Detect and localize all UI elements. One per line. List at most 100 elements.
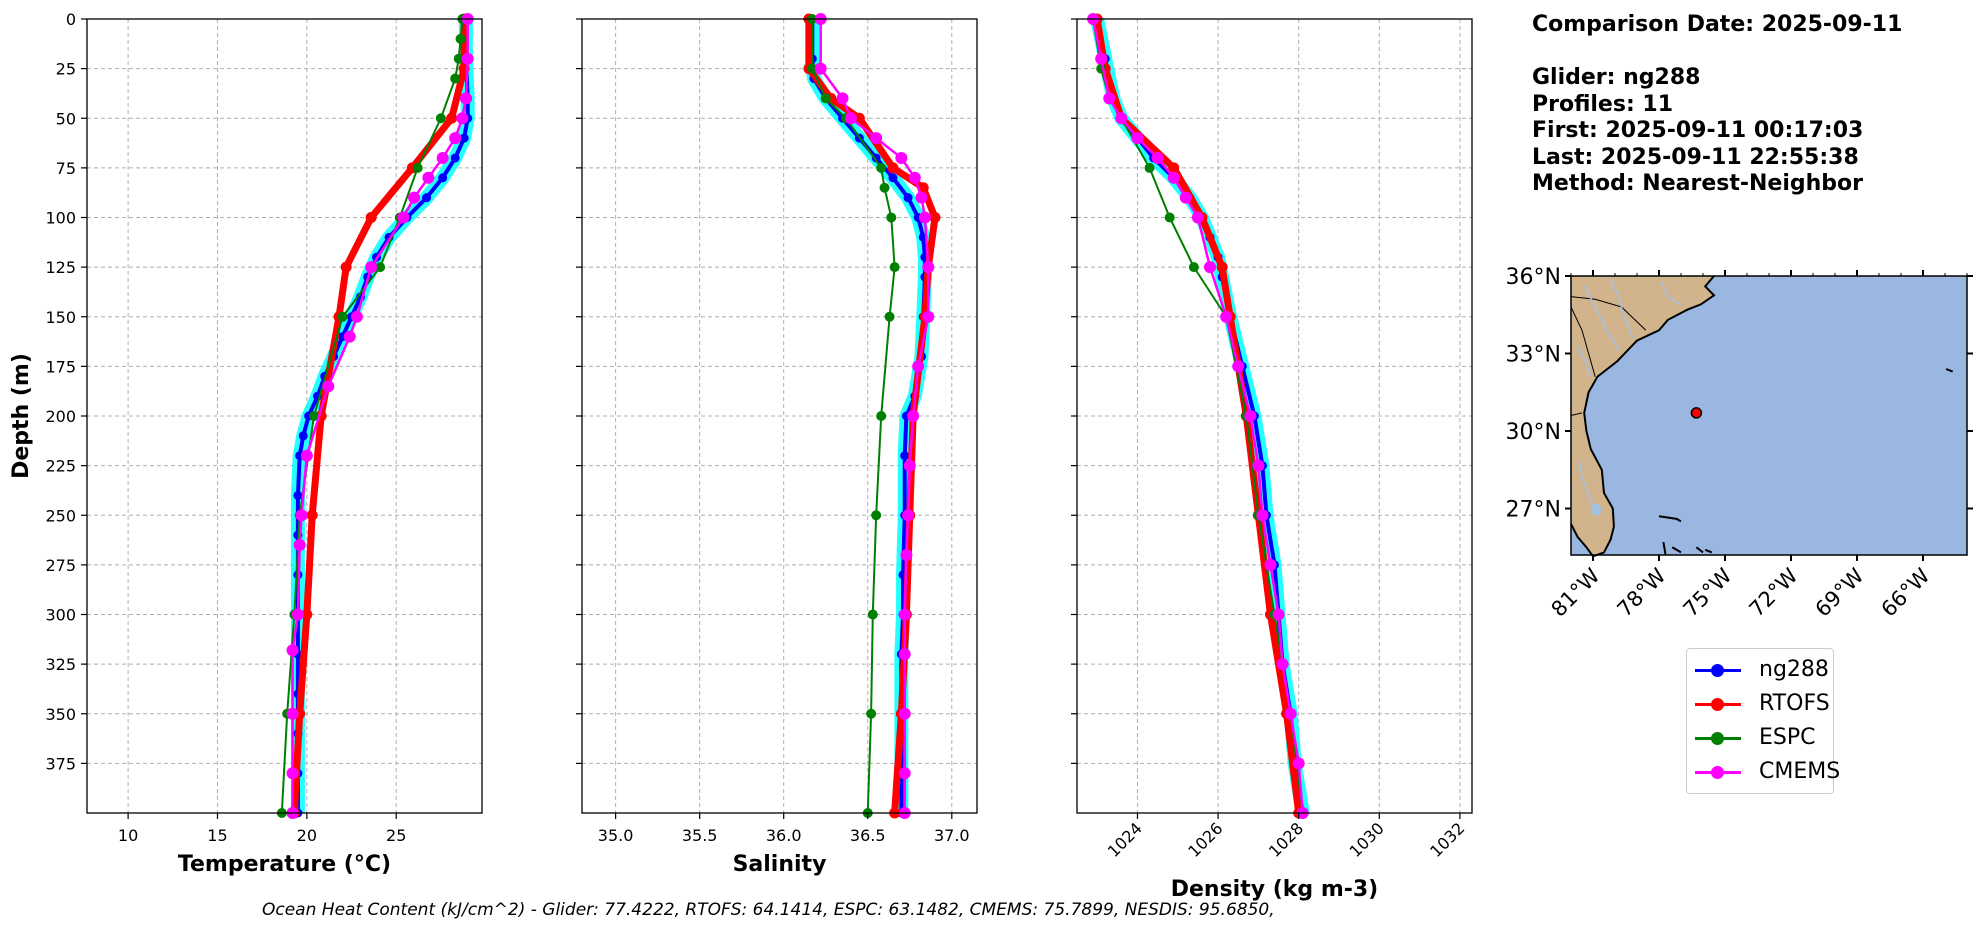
map-river <box>1609 278 1634 339</box>
point-espc <box>1144 162 1155 173</box>
map-lat-label: 36°N <box>1506 265 1561 290</box>
map-lat-label: 30°N <box>1506 420 1561 445</box>
y-tick-label: 75 <box>56 159 76 178</box>
map-island <box>1704 548 1713 554</box>
point-espc <box>412 162 423 173</box>
legend-label: RTOFS <box>1759 691 1830 716</box>
point-cmems <box>286 767 299 780</box>
y-tick-label: 0 <box>66 10 76 29</box>
point-cmems <box>293 539 306 552</box>
x-tick-label: 1026 <box>1184 819 1226 861</box>
y-tick-label: 275 <box>45 556 76 575</box>
point-cmems <box>898 767 911 780</box>
point-cmems <box>903 459 916 472</box>
map-river <box>1579 461 1596 512</box>
y-tick-label: 350 <box>45 705 76 724</box>
point-espc <box>453 53 464 64</box>
legend-marker <box>1711 664 1724 677</box>
map-lat-label: 33°N <box>1506 343 1561 368</box>
point-cmems <box>365 261 378 274</box>
point-espc <box>807 63 818 74</box>
point-cmems <box>459 92 472 105</box>
map-river <box>1576 345 1592 377</box>
map-island <box>1671 546 1682 554</box>
point-cmems <box>286 707 299 720</box>
point-ng288 <box>459 133 469 143</box>
point-cmems <box>1151 151 1164 164</box>
x-tick-label: 35.5 <box>682 826 718 845</box>
y-tick-label: 300 <box>45 606 76 625</box>
point-cmems <box>1220 310 1233 323</box>
point-cmems <box>1095 52 1108 65</box>
x-axis-label: Temperature (°C) <box>178 852 391 877</box>
legend-label: ESPC <box>1759 725 1816 750</box>
point-cmems <box>898 648 911 661</box>
point-ng288 <box>293 490 303 500</box>
point-cmems <box>300 449 313 462</box>
y-tick-label: 150 <box>45 308 76 327</box>
point-espc <box>884 311 895 322</box>
point-cmems <box>922 310 935 323</box>
point-cmems <box>1244 410 1257 422</box>
density-panel: 1024 1026 1028 1030 1032 Density (kg m-3) <box>1071 13 1473 902</box>
point-cmems <box>844 112 857 125</box>
point-ng288 <box>298 431 308 441</box>
point-cmems <box>870 132 883 145</box>
map-land <box>1571 276 1714 557</box>
legend-label: CMEMS <box>1759 759 1841 784</box>
map-river <box>1583 285 1621 352</box>
y-tick-label: 125 <box>45 258 76 277</box>
point-cmems <box>1272 608 1285 621</box>
legend-item-rtofs: RTOFS <box>1687 687 1833 721</box>
point-cmems <box>1252 459 1265 472</box>
point-espc <box>876 162 887 173</box>
x-tick-label: 15 <box>207 826 227 845</box>
map-island <box>1695 546 1704 554</box>
point-cmems <box>900 548 913 561</box>
comparison-date: Comparison Date: 2025-09-11 <box>1532 12 1903 37</box>
legend-marker <box>1711 766 1724 779</box>
legend-marker <box>1711 732 1724 745</box>
point-ng288 <box>438 173 448 183</box>
point-ng288 <box>871 153 881 163</box>
point-espc <box>876 411 887 421</box>
point-cmems <box>895 151 908 164</box>
y-tick-label: 225 <box>45 457 76 476</box>
point-espc <box>375 262 386 273</box>
point-espc <box>455 33 466 44</box>
point-cmems <box>1115 112 1128 125</box>
point-rtofs <box>887 162 899 174</box>
point-cmems <box>295 509 308 522</box>
point-espc <box>886 212 897 223</box>
point-ng288 <box>422 193 432 203</box>
y-tick-label: 50 <box>56 109 76 128</box>
first-time: First: 2025-09-11 00:17:03 <box>1532 118 1864 143</box>
map-island <box>1662 541 1667 556</box>
point-ng288 <box>888 173 898 183</box>
point-espc <box>879 182 890 193</box>
point-espc <box>308 411 319 421</box>
point-cmems <box>1191 211 1204 224</box>
point-cmems <box>898 608 911 621</box>
point-cmems <box>1256 509 1269 522</box>
map-lake <box>1591 503 1602 516</box>
x-axis-label: Salinity <box>733 852 827 877</box>
point-ng288 <box>903 193 913 203</box>
x-tick-label: 1024 <box>1104 819 1146 861</box>
legend-item-cmems: CMEMS <box>1687 755 1840 789</box>
ohc-footer: Ocean Heat Content (kJ/cm^2) - Glider: 7… <box>262 900 1275 920</box>
point-rtofs <box>301 609 313 620</box>
legend-marker <box>1711 698 1724 711</box>
point-espc <box>867 609 878 620</box>
y-tick-label: 100 <box>45 209 76 228</box>
y-tick-label: 175 <box>45 357 76 376</box>
legend: ng288 RTOFS ESPC CMEMS <box>1686 648 1840 794</box>
point-rtofs <box>917 182 929 194</box>
point-cmems <box>918 211 931 224</box>
series-line-rtofs <box>1093 18 1303 814</box>
point-espc <box>871 510 882 521</box>
x-tick-label: 37.0 <box>934 826 970 845</box>
map-lon-label: 72°W <box>1745 563 1803 621</box>
legend-item-espc: ESPC <box>1687 721 1833 755</box>
point-cmems <box>1131 132 1144 145</box>
